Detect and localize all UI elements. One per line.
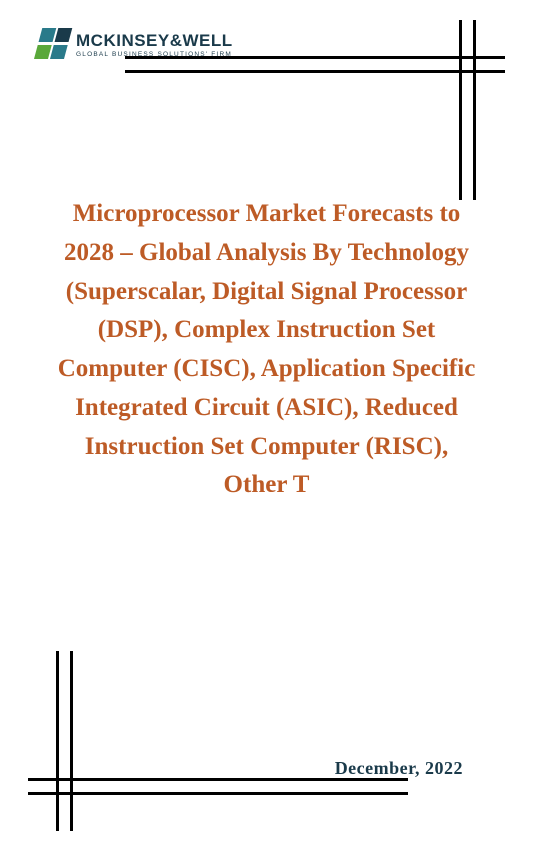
logo-text: MCKINSEY&WELL GLOBAL BUSINESS SOLUTIONS'… xyxy=(76,31,233,58)
report-date: December, 2022 xyxy=(335,758,463,779)
decoration-line xyxy=(459,20,462,200)
decoration-line xyxy=(473,20,476,200)
decoration-line xyxy=(70,651,73,831)
corner-decoration-bottom-left xyxy=(28,651,128,831)
decoration-line xyxy=(56,651,59,831)
corner-decoration-top-right xyxy=(405,20,505,200)
decoration-line xyxy=(125,70,505,73)
logo-mark xyxy=(34,28,75,60)
report-title: Microprocessor Market Forecasts to 2028 … xyxy=(55,195,478,505)
logo-name: MCKINSEY&WELL xyxy=(76,31,233,51)
logo-square-tr xyxy=(55,28,73,42)
decoration-line xyxy=(125,56,505,59)
logo-square-tl xyxy=(39,28,57,42)
decoration-line xyxy=(28,792,408,795)
logo-square-br xyxy=(50,45,68,59)
logo-square-bl xyxy=(34,45,52,59)
